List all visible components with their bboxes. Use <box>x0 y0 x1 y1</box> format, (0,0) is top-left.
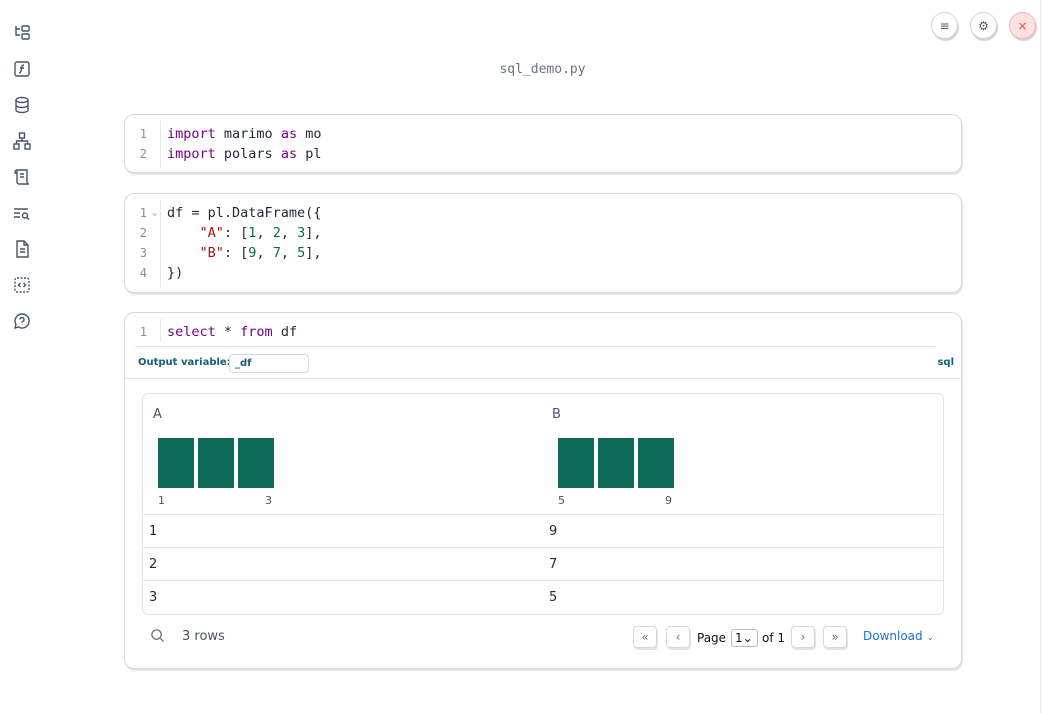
histogram-bar <box>198 438 234 488</box>
histogram-bar <box>558 438 594 488</box>
page-of-label: of 1 <box>762 631 786 645</box>
first-page-button[interactable]: « <box>633 626 657 648</box>
download-button[interactable]: Download ⌄ <box>863 629 935 643</box>
chevron-down-icon: ⌄ <box>926 633 935 643</box>
outline-icon[interactable] <box>12 167 32 187</box>
dependencies-icon[interactable] <box>12 131 32 151</box>
search-icon[interactable] <box>150 628 165 647</box>
sql-cell[interactable]: 1 select * from df Output variable: _df s… <box>124 312 962 669</box>
help-icon[interactable] <box>12 311 32 331</box>
file-explorer-icon[interactable] <box>12 23 32 43</box>
menu-icon: ≡ <box>939 18 950 33</box>
page-label: Page <box>697 631 727 645</box>
next-page-button[interactable]: › <box>791 626 815 648</box>
code-editor[interactable]: 1 ⌄ df = pl.DataFrame({ 2 "A": [1, 2, 3], … <box>125 194 961 291</box>
close-icon: × <box>1017 18 1028 33</box>
gear-icon: ⚙ <box>978 18 989 33</box>
sql-mode-label[interactable]: sql <box>937 357 954 368</box>
table-header: A 1 3 B 5 9 <box>143 394 943 515</box>
histogram-max: 3 <box>265 494 272 507</box>
histogram-min: 1 <box>158 494 165 507</box>
code-editor[interactable]: 1 import marimo as mo 2 import polars as p… <box>125 115 961 172</box>
histogram-bar <box>158 438 194 488</box>
code-cell-1[interactable]: 1 import marimo as mo 2 import polars as p… <box>124 114 962 173</box>
fold-chevron-icon[interactable]: ⌄ <box>152 208 158 218</box>
datasources-icon[interactable] <box>12 95 32 115</box>
table-footer: 3 rows « ‹ Page 1⌄ of 1 › » Download ⌄ <box>142 626 944 656</box>
prev-page-button[interactable]: ‹ <box>666 626 690 648</box>
output-variable-label: Output variable: <box>138 357 231 368</box>
row-count: 3 rows <box>182 629 225 644</box>
find-icon[interactable] <box>12 203 32 223</box>
output-variable-input[interactable]: _df <box>229 354 309 373</box>
documentation-icon[interactable] <box>12 239 32 259</box>
page-select[interactable]: 1⌄ <box>731 629 758 647</box>
snippets-icon[interactable] <box>12 275 32 295</box>
last-page-button[interactable]: » <box>823 626 847 648</box>
scrollbar-border <box>1040 0 1041 713</box>
output-variable-bar: Output variable: _df sql <box>135 346 954 378</box>
functions-icon[interactable] <box>12 59 32 79</box>
menu-button[interactable]: ≡ <box>931 12 958 39</box>
histogram-bar <box>238 438 274 488</box>
close-button[interactable]: × <box>1009 12 1036 39</box>
histogram-min: 5 <box>558 494 565 507</box>
notebook-filename: sql_demo.py <box>499 62 586 77</box>
histogram-bar <box>598 438 634 488</box>
settings-button[interactable]: ⚙ <box>970 12 997 39</box>
histogram-bar <box>638 438 674 488</box>
histogram-max: 9 <box>665 494 672 507</box>
code-editor[interactable]: 1 select * from df <box>125 313 961 346</box>
code-cell-2[interactable]: 1 ⌄ df = pl.DataFrame({ 2 "A": [1, 2, 3], … <box>124 193 962 293</box>
